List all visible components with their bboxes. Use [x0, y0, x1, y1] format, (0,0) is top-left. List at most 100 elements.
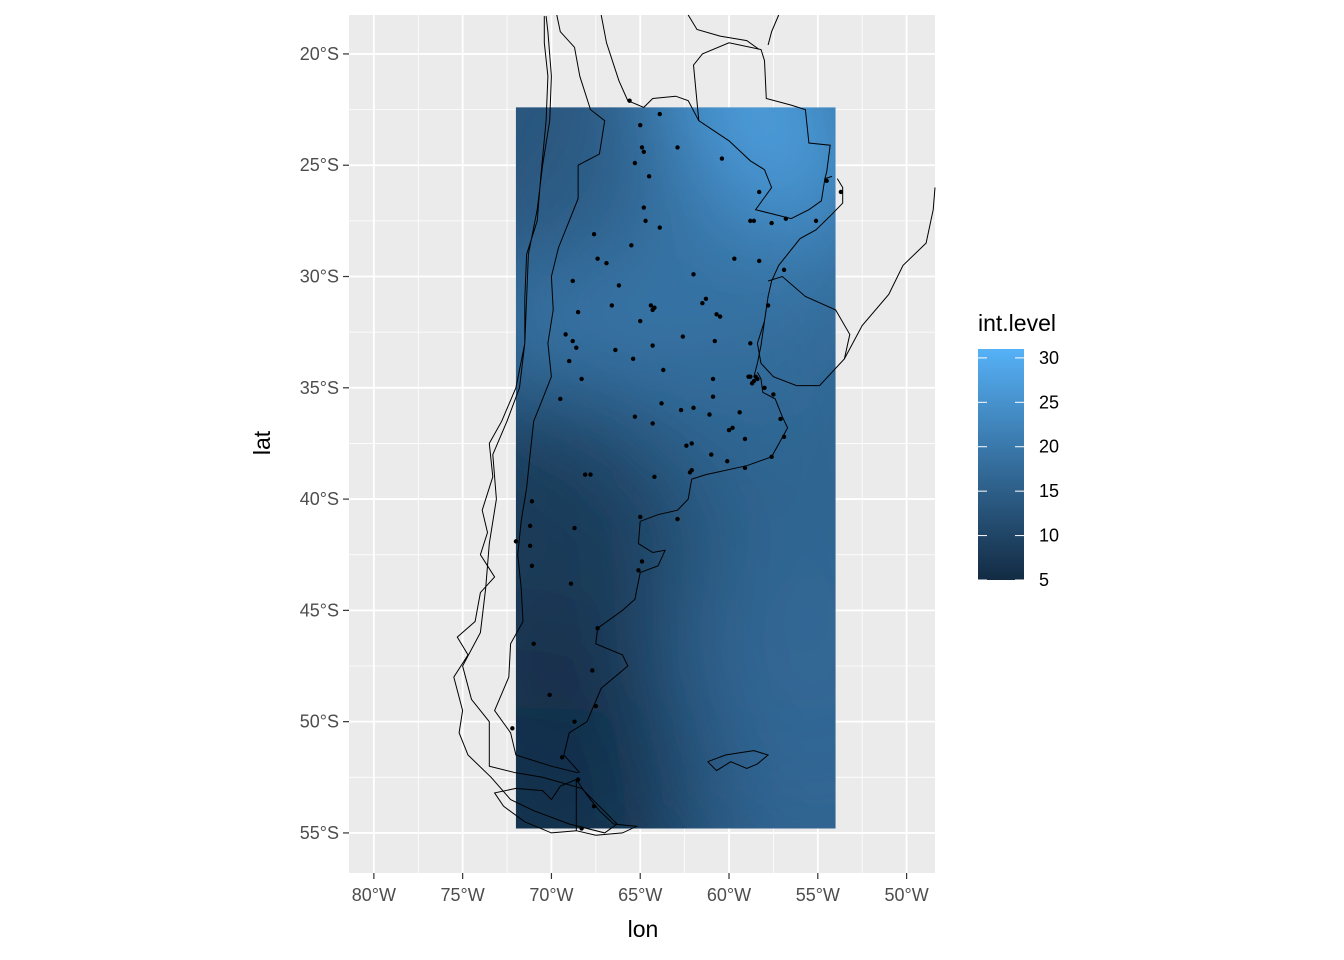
station-point — [650, 307, 655, 313]
station-point — [638, 514, 643, 520]
legend-ticks: 5 10 15 20 25 30 — [978, 348, 1059, 590]
interpolated-field — [515, 107, 836, 829]
station-point — [641, 205, 646, 210]
station-point — [714, 312, 719, 317]
station-point — [575, 309, 581, 315]
station-point — [639, 559, 645, 564]
station-point — [593, 703, 599, 709]
station-point — [710, 376, 716, 382]
station-point — [632, 414, 638, 419]
station-point — [748, 374, 753, 379]
station-point — [650, 421, 655, 426]
station-point — [748, 218, 753, 224]
y-tick-label: 20°S — [300, 44, 339, 64]
station-point — [648, 303, 654, 308]
station-point — [678, 407, 684, 413]
station-point — [650, 343, 655, 348]
station-point — [659, 401, 664, 406]
station-point — [657, 225, 662, 230]
station-point — [566, 358, 572, 364]
station-points — [510, 98, 844, 831]
station-point — [632, 160, 638, 166]
border-line — [767, 14, 780, 46]
border-line — [493, 779, 639, 836]
station-point — [813, 218, 819, 224]
station-point — [529, 563, 535, 569]
station-point — [838, 189, 844, 195]
station-point — [604, 260, 609, 266]
x-axis-title: lon — [628, 916, 659, 942]
x-tick-label: 70°W — [529, 885, 573, 905]
border-line — [687, 14, 760, 50]
station-point — [769, 220, 774, 226]
station-point — [563, 332, 568, 337]
station-point — [529, 499, 535, 504]
station-point — [613, 347, 618, 353]
station-point — [742, 436, 748, 442]
station-point — [742, 465, 748, 471]
y-axis: 20°S 25°S 30°S 35°S 40°S 45°S 50°S 55°S — [300, 44, 349, 843]
x-axis: 80°W 75°W 70°W 65°W 60°W 55°W 50°W — [352, 873, 929, 905]
station-point — [657, 111, 662, 117]
station-point — [691, 405, 696, 411]
station-point — [680, 334, 686, 339]
station-point — [643, 218, 648, 224]
station-point — [627, 98, 632, 103]
station-point — [783, 216, 789, 221]
station-point — [675, 516, 680, 522]
station-point — [646, 174, 652, 179]
station-point — [616, 283, 622, 288]
station-point — [703, 296, 709, 301]
y-tick-label: 45°S — [300, 600, 339, 620]
station-point — [588, 472, 593, 477]
station-point — [689, 441, 694, 446]
field-hotspot — [515, 107, 684, 291]
station-point — [582, 472, 588, 477]
station-point — [639, 145, 645, 150]
field-hotspot — [515, 618, 702, 829]
station-point — [568, 581, 574, 586]
station-point — [652, 474, 657, 480]
field-hotspot — [667, 551, 836, 829]
legend-title: int.level — [978, 310, 1056, 336]
station-point — [765, 303, 771, 308]
station-point — [700, 301, 705, 306]
station-point — [709, 452, 714, 457]
field-blend — [515, 107, 836, 829]
station-point — [579, 376, 584, 382]
station-point — [559, 755, 565, 760]
station-point — [757, 189, 762, 195]
station-point — [547, 692, 552, 698]
station-point — [712, 338, 718, 344]
station-point — [719, 156, 725, 161]
station-point — [717, 314, 723, 319]
y-tick-label: 55°S — [300, 823, 339, 843]
legend-tick-label: 15 — [1039, 481, 1059, 501]
station-point — [771, 392, 776, 397]
station-point — [748, 341, 753, 346]
legend-tick-label: 10 — [1039, 526, 1059, 546]
station-point — [638, 318, 643, 324]
station-point — [527, 543, 533, 549]
station-point — [641, 149, 646, 155]
station-point — [570, 338, 575, 344]
station-point — [675, 145, 680, 150]
station-point — [687, 470, 693, 475]
station-point — [769, 454, 774, 459]
country-borders — [453, 14, 936, 836]
station-point — [579, 826, 584, 831]
station-point — [755, 376, 760, 382]
station-point — [575, 777, 581, 782]
station-point — [824, 178, 829, 184]
station-point — [778, 416, 783, 422]
border-line — [563, 371, 789, 774]
border-line — [692, 42, 831, 179]
legend-tick-label: 5 — [1039, 570, 1049, 590]
border-line — [756, 275, 851, 387]
x-tick-label: 75°W — [441, 885, 485, 905]
x-tick-label: 60°W — [707, 885, 751, 905]
y-tick-label: 35°S — [300, 378, 339, 398]
station-point — [691, 272, 696, 277]
station-point — [781, 434, 787, 439]
